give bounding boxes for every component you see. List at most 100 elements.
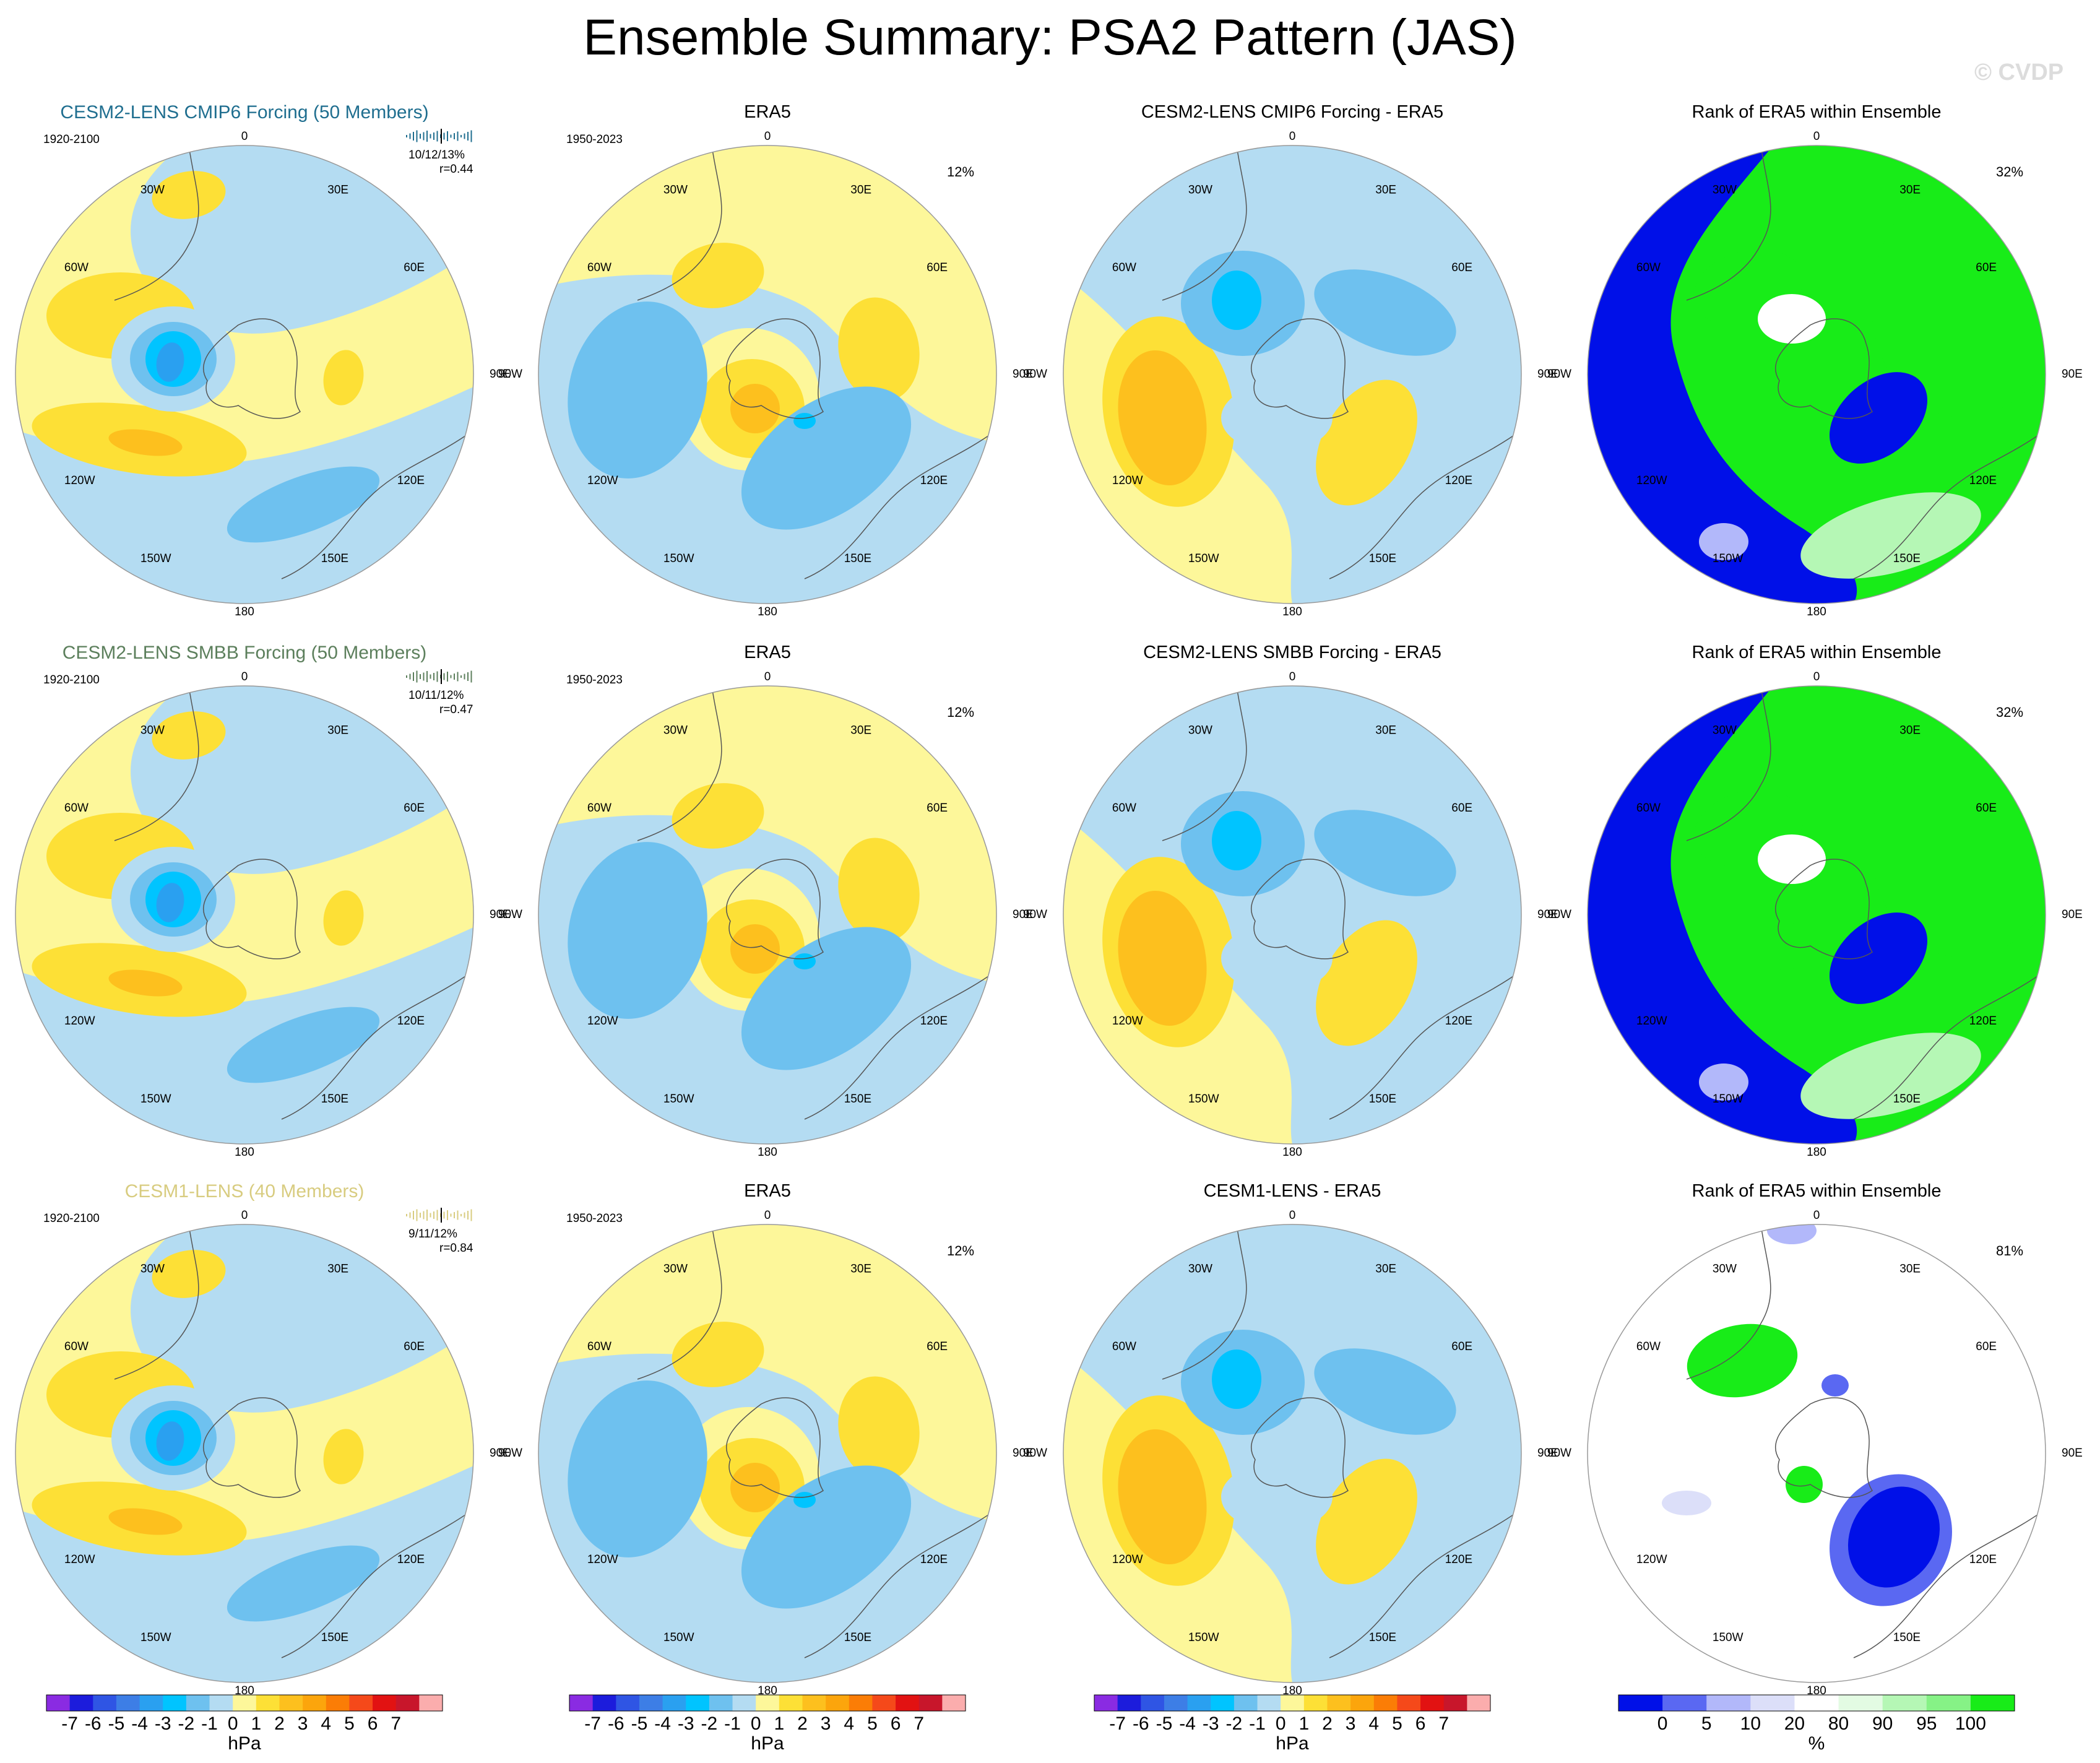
panel-r3-diff-map: 0 30E 60E 90E 120E 150E 180 150W 120W 90W 60W 30W — [1023, 1209, 1558, 1697]
contour-region — [672, 243, 764, 308]
compass-label: 90W — [498, 1447, 522, 1460]
colorbar-swatch — [1706, 1695, 1751, 1711]
compass-label: 90E — [490, 368, 511, 381]
compass-label: 120E — [920, 1553, 948, 1566]
colorbar-swatch — [1662, 1695, 1707, 1711]
contour-region — [1821, 1374, 1849, 1397]
colorbar-tick-label: 1 — [1298, 1713, 1310, 1734]
compass-label: 120E — [397, 474, 425, 487]
australia-coastline — [804, 970, 996, 1120]
compass-label: 180 — [235, 1146, 254, 1159]
panel-r1-obs-map: 0 30E 60E 90E 120E 150E 180 150W 120W 90W 60W 30W — [498, 130, 1034, 618]
compass-label: 60E — [404, 1340, 425, 1353]
ensemble-stats-label: 9/11/12% — [408, 1228, 457, 1241]
colorbar-frame — [1618, 1694, 2015, 1712]
compass-label: 180 — [1282, 1684, 1302, 1697]
compass-label: 90W — [1023, 908, 1047, 921]
compass-label: 120W — [1112, 1015, 1143, 1028]
contour-region — [323, 1429, 364, 1484]
compass-label: 60E — [1451, 802, 1472, 815]
colorbar-swatch — [896, 1695, 920, 1711]
compass-label: 180 — [1807, 1146, 1826, 1159]
compass-label: 90W — [498, 908, 522, 921]
colorbar-tick-label: 3 — [297, 1713, 308, 1734]
compass-label: 60E — [1451, 261, 1472, 274]
compass-label: 60W — [587, 802, 611, 815]
colorbar-swatch — [303, 1695, 327, 1711]
compass-label: 0 — [1813, 670, 1820, 683]
hpa-colorbar — [569, 1694, 966, 1712]
contour-region — [730, 1463, 780, 1512]
colorbar-swatch — [779, 1695, 803, 1711]
compass-label: 30E — [850, 724, 871, 737]
compass-label: 150E — [1893, 552, 1921, 565]
colorbar-swatch — [849, 1695, 873, 1711]
compass-label: 90E — [490, 908, 511, 921]
compass-label: 60W — [1636, 1340, 1661, 1353]
compass-label: 150E — [1369, 552, 1396, 565]
contour-region — [793, 953, 816, 969]
compass-label: 30E — [1375, 724, 1396, 737]
contour-region — [730, 924, 780, 974]
compass-label: 30E — [850, 1262, 871, 1275]
colorbar-tick-label: 0 — [750, 1713, 761, 1734]
colorbar-tick-label: -1 — [1249, 1713, 1266, 1734]
compass-label: 120W — [587, 474, 618, 487]
antarctica-coastline — [726, 318, 824, 419]
colorbar-tick-label: -6 — [1132, 1713, 1149, 1734]
colorbar-swatch — [233, 1695, 257, 1711]
pattern-correlation-label: r=0.47 — [439, 703, 473, 716]
compass-label: 150E — [1893, 1093, 1921, 1106]
compass-label: 60E — [927, 261, 948, 274]
percent-variance-label: 32% — [1996, 704, 2024, 720]
colorbar-tick-label: 7 — [391, 1713, 402, 1734]
compass-label: 120E — [1445, 474, 1472, 487]
page-title: Ensemble Summary: PSA2 Pattern (JAS) — [583, 9, 1517, 66]
colorbar-swatch — [639, 1695, 663, 1711]
contour-region — [227, 1007, 380, 1083]
compass-label: 30W — [1713, 1262, 1737, 1275]
map-boundary — [1063, 685, 1522, 1145]
south-america-coastline — [114, 145, 199, 301]
colorbar-swatch — [802, 1695, 826, 1711]
colorbar-tick-label: 2 — [274, 1713, 285, 1734]
contour-region — [1314, 1348, 1456, 1435]
compass-label: 180 — [235, 1684, 254, 1697]
compass-label: 30W — [663, 1262, 688, 1275]
compass-label: 0 — [241, 130, 248, 143]
compass-label: 180 — [758, 1684, 777, 1697]
map-boundary — [538, 145, 997, 604]
compass-label: 30E — [327, 183, 348, 196]
compass-label: 120E — [1969, 1015, 1997, 1028]
contour-region — [1699, 523, 1748, 560]
colorbar-swatch — [1211, 1695, 1235, 1711]
low-rank-region — [1588, 145, 1857, 604]
compass-label: 120E — [1445, 1015, 1472, 1028]
contour-region — [1316, 1458, 1417, 1585]
australia-coastline — [1329, 970, 1521, 1120]
panel-r2-ensemble-title: CESM2-LENS SMBB Forcing (50 Members) — [62, 643, 427, 663]
compass-label: 150W — [1188, 1631, 1219, 1644]
antarctica-coastline — [1251, 318, 1349, 419]
compass-label: 180 — [1807, 605, 1826, 618]
compass-label: 120W — [587, 1015, 618, 1028]
period-label: 1950-2023 — [566, 1212, 623, 1225]
compass-label: 90W — [1023, 368, 1047, 381]
colorbar-tick-label: 5 — [1701, 1713, 1712, 1734]
colorbar-swatch — [709, 1695, 733, 1711]
compass-label: 120E — [1969, 1553, 1997, 1566]
antarctica-coastline — [726, 1397, 824, 1498]
compass-label: 0 — [764, 670, 771, 683]
compass-label: 150E — [321, 1093, 348, 1106]
colorbar-swatch — [1117, 1695, 1141, 1711]
compass-label: 120E — [920, 1015, 948, 1028]
panel-r1-rank-map: 0 30E 60E 90E 120E 150E 180 150W 120W 90W 60W 30W — [1547, 130, 2083, 618]
colorbar-swatch — [279, 1695, 303, 1711]
compass-label: 60E — [404, 261, 425, 274]
colorbar-ticks: -7 -6 -5 -4 -3 -2 -1 0 1 2 3 4 5 6 7 — [1094, 1713, 1490, 1736]
compass-label: 60E — [404, 802, 425, 815]
compass-label: 60E — [1976, 1340, 1997, 1353]
colorbar-swatch — [1373, 1695, 1398, 1711]
contour-region — [672, 783, 764, 849]
compass-label: 90E — [1013, 368, 1034, 381]
